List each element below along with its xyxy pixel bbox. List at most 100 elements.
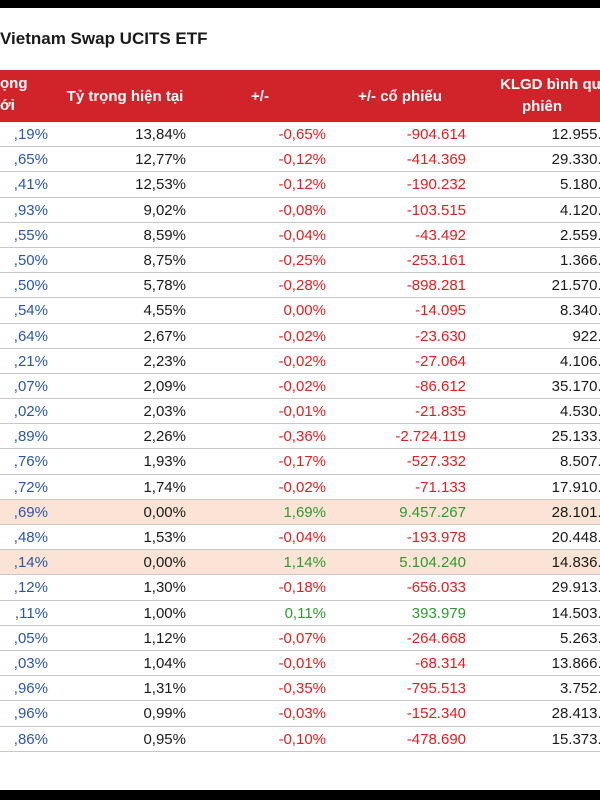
cell-change-shares: -898.281 <box>406 277 466 295</box>
cell-avg-volume: 15.373.5 <box>551 730 600 748</box>
cell-current-weight: 1,74% <box>143 478 186 496</box>
cell-current-weight: 1,12% <box>143 629 186 647</box>
cell-prev-weight: ,14% <box>13 554 48 572</box>
cell-change-pct: -0,25% <box>278 251 326 269</box>
cell-prev-weight: ,86% <box>13 730 48 748</box>
cell-avg-volume: 2.559.2 <box>559 226 600 244</box>
cell-current-weight: 12,77% <box>135 151 186 169</box>
cell-change-shares: -904.614 <box>406 126 466 143</box>
cell-change-pct: -0,36% <box>278 428 326 446</box>
cell-prev-weight: ,72% <box>13 478 48 496</box>
cell-current-weight: 2,23% <box>143 352 186 370</box>
table-row: ,21% 2,23% -0,02% -27.064 4.106.0 <box>0 349 600 374</box>
cell-prev-weight: ,19% <box>13 126 48 143</box>
cell-avg-volume: 922.3 <box>572 327 600 345</box>
table-row: ,72% 1,74% -0,02% -71.133 17.910.9 <box>0 475 600 500</box>
page-title: Vietnam Swap UCITS ETF <box>0 29 208 48</box>
table-row: ,12% 1,30% -0,18% -656.033 29.913.9 <box>0 575 600 601</box>
cell-current-weight: 12,53% <box>135 176 186 194</box>
cell-change-pct: -0,10% <box>278 730 326 748</box>
header-change-pct: +/- <box>251 87 269 105</box>
table-row: ,41% 12,53% -0,12% -190.232 5.180.3 <box>0 172 600 198</box>
cell-avg-volume: 4.120.3 <box>559 201 600 219</box>
cell-prev-weight: ,41% <box>13 176 48 194</box>
cell-change-shares: -152.340 <box>406 705 466 723</box>
cell-change-pct: -0,02% <box>278 377 326 395</box>
cell-prev-weight: ,69% <box>13 503 48 521</box>
header-col-0-line2: ới <box>0 97 15 114</box>
header-col-0: ọng ới <box>0 70 60 122</box>
table-row: ,96% 1,31% -0,35% -795.513 3.752.5 <box>0 676 600 702</box>
cell-change-pct: -0,65% <box>278 126 326 143</box>
cell-prev-weight: ,48% <box>13 529 48 546</box>
cell-current-weight: 8,75% <box>143 251 186 269</box>
cell-avg-volume: 12.955.7 <box>551 126 600 143</box>
cell-avg-volume: 35.170.4 <box>551 377 600 395</box>
table-row: ,96% 0,99% -0,03% -152.340 28.413.9 <box>0 701 600 727</box>
header-avg-volume-line1: KLGD bình quân <box>500 76 600 93</box>
cell-avg-volume: 4.106.0 <box>559 352 600 370</box>
cell-change-shares: -253.161 <box>406 251 466 269</box>
cell-change-pct: -0,03% <box>278 705 326 723</box>
cell-change-pct: -0,04% <box>278 226 326 244</box>
cell-change-shares: -527.332 <box>406 453 466 471</box>
table-row: ,64% 2,67% -0,02% -23.630 922.3 <box>0 324 600 349</box>
table-row: ,54% 4,55% 0,00% -14.095 8.340.0 <box>0 298 600 324</box>
table-row: ,48% 1,53% -0,04% -193.978 20.448.3 <box>0 525 600 551</box>
table-row: ,69% 0,00% 1,69% 9.457.267 28.101.0 <box>0 499 600 525</box>
table-row: ,14% 0,00% 1,14% 5.104.240 14.836.0 <box>0 550 600 576</box>
cell-change-pct: -0,12% <box>278 176 326 194</box>
cell-current-weight: 0,95% <box>143 730 186 748</box>
cell-current-weight: 5,78% <box>143 277 186 295</box>
cell-change-shares: -190.232 <box>406 176 466 194</box>
cell-avg-volume: 4.530.3 <box>559 403 600 421</box>
cell-change-pct: -0,02% <box>278 478 326 496</box>
cell-current-weight: 1,93% <box>143 453 186 471</box>
cell-current-weight: 2,09% <box>143 377 186 395</box>
cell-current-weight: 4,55% <box>143 302 186 320</box>
cell-change-pct: -0,35% <box>278 680 326 698</box>
cell-current-weight: 0,99% <box>143 705 186 723</box>
cell-current-weight: 2,03% <box>143 403 186 421</box>
table-row: ,55% 8,59% -0,04% -43.492 2.559.2 <box>0 223 600 248</box>
cell-avg-volume: 14.503.3 <box>551 604 600 622</box>
cell-change-shares: -43.492 <box>415 226 466 244</box>
cell-change-shares: -2.724.119 <box>395 428 466 446</box>
cell-avg-volume: 29.330.3 <box>551 151 600 169</box>
cell-change-shares: -21.835 <box>415 403 466 421</box>
table-row: ,93% 9,02% -0,08% -103.515 4.120.3 <box>0 198 600 223</box>
table-header: ọng ới Tỷ trọng hiện tại +/- +/- cổ phiế… <box>0 70 600 122</box>
header-avg-volume: KLGD bình quân phiên <box>470 70 600 122</box>
cell-change-shares: -264.668 <box>406 629 466 647</box>
cell-change-pct: -0,04% <box>278 529 326 546</box>
cell-prev-weight: ,54% <box>13 302 48 320</box>
cell-change-pct: -0,01% <box>278 403 326 421</box>
table-row: ,50% 5,78% -0,28% -898.281 21.570.0 <box>0 273 600 299</box>
cell-change-shares: -86.612 <box>415 377 466 395</box>
cell-avg-volume: 17.910.9 <box>551 478 600 496</box>
cell-change-pct: 1,69% <box>283 503 326 521</box>
cell-avg-volume: 28.413.9 <box>551 705 600 723</box>
cell-avg-volume: 8.507.0 <box>559 453 600 471</box>
cell-current-weight: 0,00% <box>143 554 186 572</box>
cell-prev-weight: ,76% <box>13 453 48 471</box>
cell-current-weight: 2,26% <box>143 428 186 446</box>
table-row: ,19% 13,84% -0,65% -904.614 12.955.7 <box>0 122 600 148</box>
cell-prev-weight: ,96% <box>13 680 48 698</box>
cell-prev-weight: ,50% <box>13 251 48 269</box>
cell-change-pct: -0,02% <box>278 352 326 370</box>
cell-prev-weight: ,93% <box>13 201 48 219</box>
cell-change-shares: 9.457.267 <box>399 503 466 521</box>
cell-avg-volume: 20.448.3 <box>551 529 600 546</box>
cell-change-pct: -0,18% <box>278 579 326 597</box>
cell-prev-weight: ,02% <box>13 403 48 421</box>
cell-change-shares: -68.314 <box>415 654 466 672</box>
cell-avg-volume: 1.366.4 <box>559 251 600 269</box>
cell-prev-weight: ,50% <box>13 277 48 295</box>
cell-change-shares: -795.513 <box>406 680 466 698</box>
header-col-0-line1: ọng <box>0 75 28 92</box>
cell-change-shares: -656.033 <box>406 579 466 597</box>
cell-current-weight: 9,02% <box>143 201 186 219</box>
cell-change-pct: 1,14% <box>283 554 326 572</box>
cell-prev-weight: ,07% <box>13 377 48 395</box>
